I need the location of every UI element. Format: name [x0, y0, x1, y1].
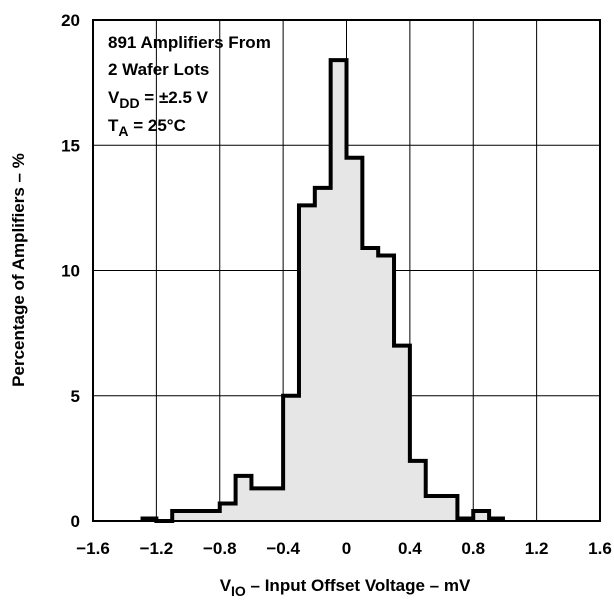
- annotation-box: 891 Amplifiers From 2 Wafer Lots VDD = ±…: [108, 33, 271, 139]
- y-tick-label: 20: [61, 11, 80, 30]
- x-tick-label: −0.8: [203, 539, 237, 558]
- ta-value: = 25°C: [129, 116, 186, 135]
- y-axis-label: Percentage of Amplifiers – %: [9, 153, 28, 387]
- x-label-subscript: IO: [231, 583, 246, 599]
- annotation-line-4: TA = 25°C: [108, 116, 186, 139]
- vdd-subscript: DD: [119, 95, 139, 111]
- plot-frame: [92, 19, 601, 522]
- x-tick-label: 1.2: [525, 539, 549, 558]
- annotation-line-1: 891 Amplifiers From: [108, 33, 271, 52]
- y-tick-label: 15: [61, 136, 80, 155]
- x-label-text: – Input Offset Voltage – mV: [246, 576, 471, 595]
- y-tick-label: 0: [71, 512, 80, 531]
- x-tick-label: 1.6: [588, 539, 612, 558]
- annotation-line-2: 2 Wafer Lots: [108, 60, 209, 79]
- x-tick-label: 0.4: [398, 539, 422, 558]
- x-tick-label: −1.2: [140, 539, 174, 558]
- y-tick-label: 10: [61, 262, 80, 281]
- annotation-line-3: VDD = ±2.5 V: [108, 88, 209, 111]
- y-tick-labels: 0 5 10 15 20: [61, 11, 80, 531]
- histogram-fill: [140, 60, 505, 521]
- vdd-symbol: V: [108, 88, 120, 107]
- x-tick-label: 0.8: [461, 539, 485, 558]
- x-label-symbol: V: [220, 576, 232, 595]
- vdd-value: = ±2.5 V: [140, 88, 209, 107]
- y-tick-label: 5: [71, 387, 80, 406]
- x-tick-label: 0: [342, 539, 351, 558]
- x-tick-label: −0.4: [266, 539, 300, 558]
- x-tick-label: −1.6: [76, 539, 110, 558]
- x-tick-labels: −1.6 −1.2 −0.8 −0.4 0 0.4 0.8 1.2 1.6: [76, 539, 612, 558]
- histogram-outline: [140, 58, 505, 523]
- ta-symbol: T: [108, 116, 119, 135]
- x-axis-label: VIO – Input Offset Voltage – mV: [220, 576, 471, 599]
- ta-subscript: A: [118, 123, 128, 139]
